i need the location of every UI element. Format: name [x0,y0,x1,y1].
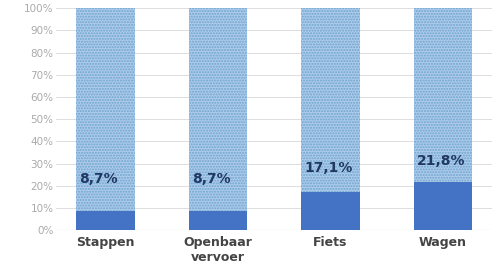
Text: 17,1%: 17,1% [305,161,353,175]
Bar [188,8,247,211]
Text: 21,8%: 21,8% [417,154,466,168]
Bar [188,211,247,230]
Bar [414,8,472,182]
Text: 8,7%: 8,7% [79,172,118,186]
Bar [76,8,134,211]
Bar [301,192,360,230]
Bar [76,211,134,230]
Bar [76,8,134,211]
Bar [301,8,360,192]
Bar [301,8,360,192]
Bar [188,8,247,211]
Text: 8,7%: 8,7% [192,172,231,186]
Bar [414,182,472,230]
Bar [414,8,472,182]
